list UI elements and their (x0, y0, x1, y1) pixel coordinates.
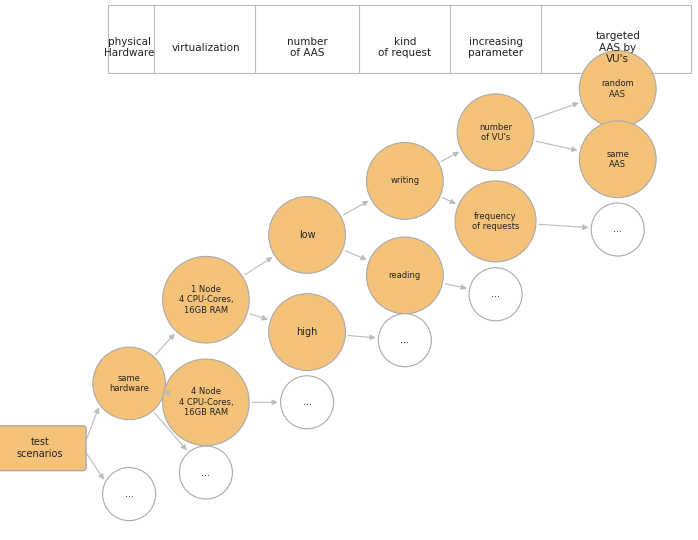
Text: ...: ... (401, 335, 409, 345)
Circle shape (179, 446, 232, 499)
Text: same
AAS: same AAS (607, 150, 629, 169)
Circle shape (103, 468, 156, 521)
Text: same
hardware: same hardware (109, 374, 149, 393)
Text: random
AAS: random AAS (602, 79, 634, 99)
Circle shape (366, 237, 443, 314)
Text: low: low (299, 230, 315, 240)
Circle shape (93, 347, 165, 420)
Bar (108, 5, 691, 73)
Text: ...: ... (614, 225, 622, 234)
Text: reading: reading (389, 271, 421, 280)
Text: ...: ... (202, 468, 210, 477)
FancyBboxPatch shape (0, 426, 86, 471)
Text: kind
of request: kind of request (378, 37, 431, 58)
Circle shape (378, 314, 431, 367)
Text: ...: ... (303, 397, 311, 407)
Text: ...: ... (125, 489, 133, 499)
Circle shape (457, 94, 534, 171)
Circle shape (281, 376, 334, 429)
Text: frequency
of requests: frequency of requests (472, 212, 519, 231)
Text: increasing
parameter: increasing parameter (468, 37, 523, 58)
Text: number
of VU's: number of VU's (479, 123, 512, 142)
Circle shape (579, 51, 656, 127)
Text: 4 Node
4 CPU-Cores,
16GB RAM: 4 Node 4 CPU-Cores, 16GB RAM (179, 387, 233, 417)
Text: writing: writing (390, 177, 419, 185)
Text: targeted
AAS by
VU's: targeted AAS by VU's (595, 31, 640, 64)
Text: virtualization: virtualization (172, 43, 240, 52)
Text: number
of AAS: number of AAS (287, 37, 327, 58)
Circle shape (591, 203, 644, 256)
Text: ...: ... (491, 289, 500, 299)
Circle shape (163, 256, 249, 343)
Circle shape (269, 294, 346, 370)
Circle shape (163, 359, 249, 446)
Circle shape (455, 181, 536, 262)
Circle shape (579, 121, 656, 198)
Circle shape (269, 197, 346, 273)
Text: 1 Node
4 CPU-Cores,
16GB RAM: 1 Node 4 CPU-Cores, 16GB RAM (179, 285, 233, 315)
Circle shape (366, 143, 443, 219)
Circle shape (469, 268, 522, 321)
Text: test
scenarios: test scenarios (17, 437, 63, 459)
Text: high: high (297, 327, 318, 337)
Text: physical
Hardware: physical Hardware (104, 37, 154, 58)
